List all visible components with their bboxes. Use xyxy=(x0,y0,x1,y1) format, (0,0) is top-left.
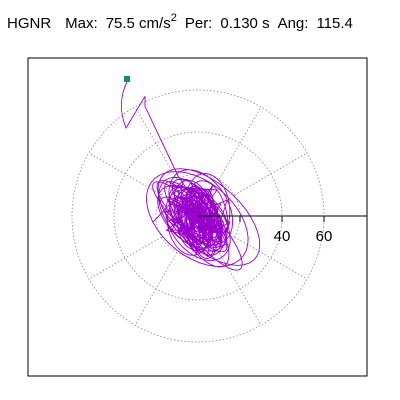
radial-tick-labels: 40 60 xyxy=(274,228,333,245)
per-label: Per: xyxy=(184,15,213,32)
radial-axis xyxy=(198,215,367,222)
orbit-trace-path xyxy=(144,96,261,271)
radial-tick-label-60: 60 xyxy=(316,228,333,245)
max-unit-superscript: 2 xyxy=(170,12,177,24)
grid-spoke-30 xyxy=(234,152,308,196)
radial-tick-label-40: 40 xyxy=(274,228,291,245)
grid-spoke-210 xyxy=(88,236,162,280)
orbit-trace xyxy=(121,81,261,271)
end-marker xyxy=(124,76,130,82)
peak-excursion-path xyxy=(121,81,146,130)
station-code: HGNR xyxy=(7,15,52,32)
max-value: 75.5 cm/s xyxy=(105,15,171,32)
plot-header: HGNR Max: 75.5 cm/s2 Per: 0.130 s Ang: 115.4 xyxy=(7,12,353,35)
max-label: Max: xyxy=(65,15,98,32)
end-marker-group xyxy=(124,76,130,82)
grid-spoke-60 xyxy=(218,106,262,180)
grid-spoke-150 xyxy=(88,152,162,196)
grid-spoke-330 xyxy=(234,236,308,280)
grid-spoke-120 xyxy=(134,106,178,180)
per-value: 0.130 s xyxy=(220,15,270,32)
grid-spoke-240 xyxy=(134,252,178,326)
ang-label: Ang: xyxy=(277,15,309,32)
ang-value: 115.4 xyxy=(316,15,353,32)
